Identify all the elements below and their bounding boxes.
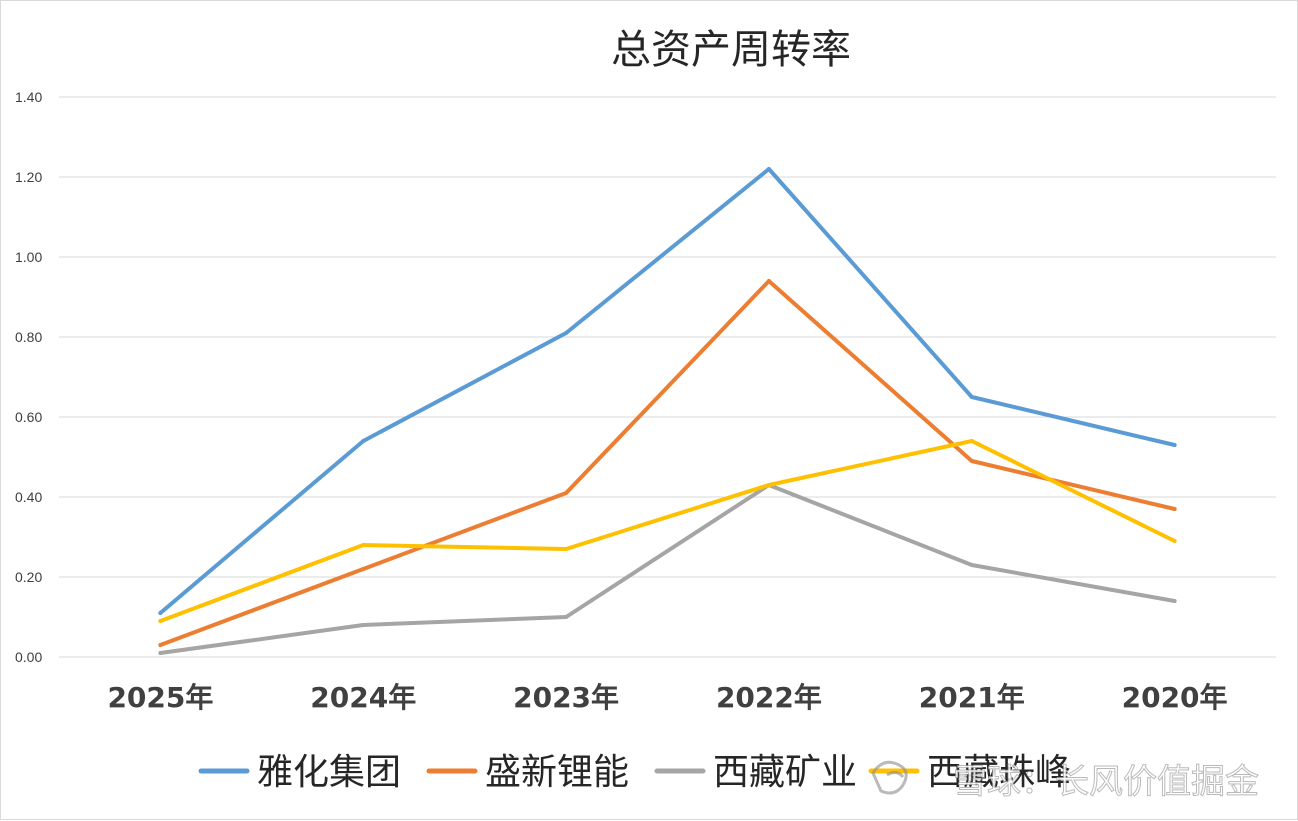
x-axis: 2025年 2024年 2023年 2022年 2021年 2020年	[107, 681, 1227, 714]
data-point	[361, 623, 366, 627]
data-point	[564, 491, 569, 495]
data-point	[1172, 539, 1177, 543]
series-line	[158, 167, 1177, 615]
data-point	[766, 167, 771, 171]
data-point	[1172, 599, 1177, 603]
data-point	[1172, 443, 1177, 447]
y-tick-label: 1.00	[15, 249, 42, 265]
legend: 雅化集团 盛新锂能 西藏矿业 西藏珠峰	[198, 752, 1071, 793]
series-line	[158, 279, 1177, 647]
legend-item: 西藏矿业	[654, 752, 857, 793]
data-point	[969, 459, 974, 463]
x-tick-label: 2025年	[107, 681, 213, 714]
data-point	[766, 483, 771, 487]
x-tick-label: 2024年	[310, 681, 416, 714]
data-point	[361, 543, 366, 547]
x-tick-label: 2021年	[919, 681, 1025, 714]
series-line	[158, 483, 1177, 655]
legend-label: 西藏珠峰	[927, 752, 1071, 793]
series-line	[158, 439, 1177, 623]
data-point	[564, 615, 569, 619]
legend-label: 盛新锂能	[485, 752, 629, 793]
x-tick-label: 2020年	[1122, 681, 1228, 714]
watermark: 雪球：长风价值掘金	[871, 760, 1260, 803]
data-point	[969, 439, 974, 443]
y-tick-label: 0.40	[15, 489, 42, 505]
data-point	[361, 439, 366, 443]
legend-label: 雅化集团	[257, 752, 401, 793]
y-tick-label: 1.20	[15, 169, 42, 185]
y-tick-label: 0.00	[15, 649, 42, 665]
data-point	[1172, 507, 1177, 511]
chart-title: 总资产周转率	[611, 27, 851, 73]
y-tick-label: 0.60	[15, 409, 42, 425]
data-point	[564, 331, 569, 335]
series-1	[158, 167, 1177, 615]
series-2	[158, 279, 1177, 647]
y-tick-label: 1.40	[15, 89, 42, 105]
series-4	[158, 439, 1177, 623]
legend-label: 西藏矿业	[713, 752, 857, 793]
watermark-text: 雪球：长风价值掘金	[953, 762, 1259, 802]
data-point	[158, 643, 163, 647]
data-point	[361, 567, 366, 571]
gridlines	[59, 96, 1276, 658]
data-point	[766, 279, 771, 283]
snowball-logo-icon	[871, 760, 908, 795]
series-lines	[158, 167, 1177, 655]
x-tick-label: 2022年	[716, 681, 822, 714]
data-point	[158, 611, 163, 615]
y-tick-label: 0.80	[15, 329, 42, 345]
legend-item: 盛新锂能	[426, 752, 629, 793]
y-axis: 0.00 0.20 0.40 0.60 0.80 1.00 1.20 1.40	[15, 89, 42, 665]
data-point	[564, 547, 569, 551]
x-tick-label: 2023年	[513, 681, 619, 714]
legend-item: 西藏珠峰	[868, 752, 1071, 793]
data-point	[158, 651, 163, 655]
series-3	[158, 483, 1177, 655]
y-tick-label: 0.20	[15, 569, 42, 585]
data-point	[969, 395, 974, 399]
legend-item: 雅化集团	[198, 752, 401, 793]
data-point	[158, 619, 163, 623]
data-point	[969, 563, 974, 567]
